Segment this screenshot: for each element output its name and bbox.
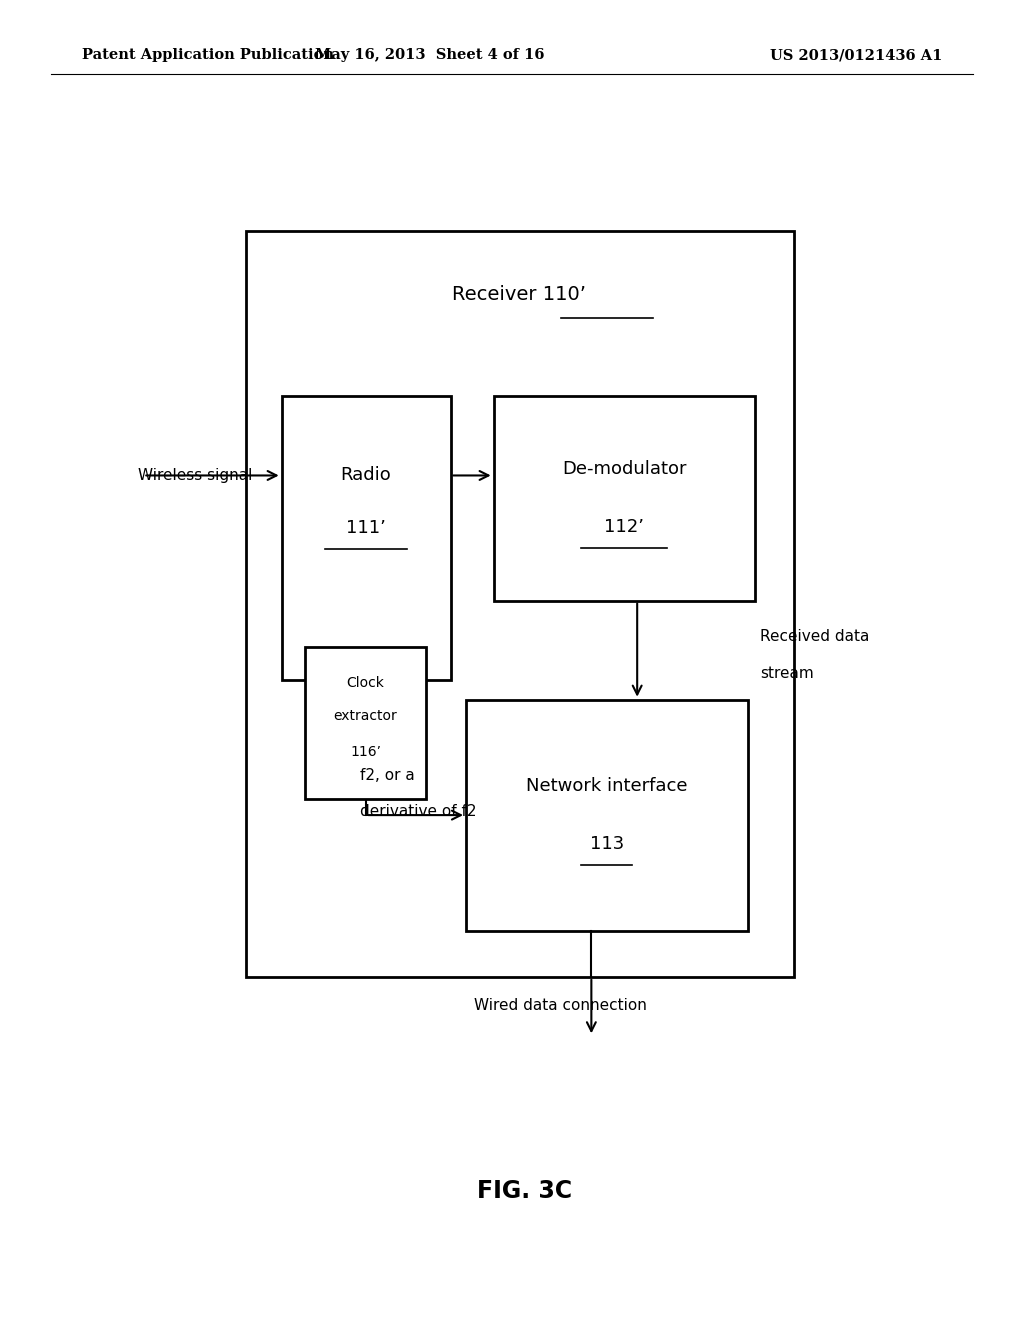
- Text: Received data: Received data: [760, 630, 869, 644]
- Text: Wired data connection: Wired data connection: [473, 998, 646, 1014]
- Text: derivative of f2: derivative of f2: [360, 804, 477, 818]
- Text: Receiver 110’: Receiver 110’: [453, 285, 586, 304]
- Bar: [305, 647, 426, 799]
- Text: Patent Application Publication: Patent Application Publication: [82, 49, 334, 62]
- Text: Network interface: Network interface: [526, 777, 687, 795]
- Text: extractor: extractor: [334, 709, 397, 723]
- Text: FIG. 3C: FIG. 3C: [477, 1179, 571, 1203]
- Text: US 2013/0121436 A1: US 2013/0121436 A1: [770, 49, 942, 62]
- Text: f2, or a: f2, or a: [360, 768, 415, 783]
- Text: De-modulator: De-modulator: [562, 461, 686, 478]
- Bar: [282, 396, 451, 680]
- Text: 113: 113: [590, 836, 624, 853]
- Text: Radio: Radio: [341, 466, 391, 484]
- Text: 111’: 111’: [346, 519, 386, 537]
- Bar: [494, 396, 755, 601]
- Text: Wireless signal: Wireless signal: [138, 469, 253, 483]
- Text: May 16, 2013  Sheet 4 of 16: May 16, 2013 Sheet 4 of 16: [315, 49, 545, 62]
- Text: 116’: 116’: [350, 744, 381, 759]
- Bar: [246, 231, 794, 977]
- Bar: [466, 700, 748, 931]
- Text: 112’: 112’: [604, 519, 644, 536]
- Text: Clock: Clock: [347, 676, 384, 690]
- Text: stream: stream: [760, 667, 813, 681]
